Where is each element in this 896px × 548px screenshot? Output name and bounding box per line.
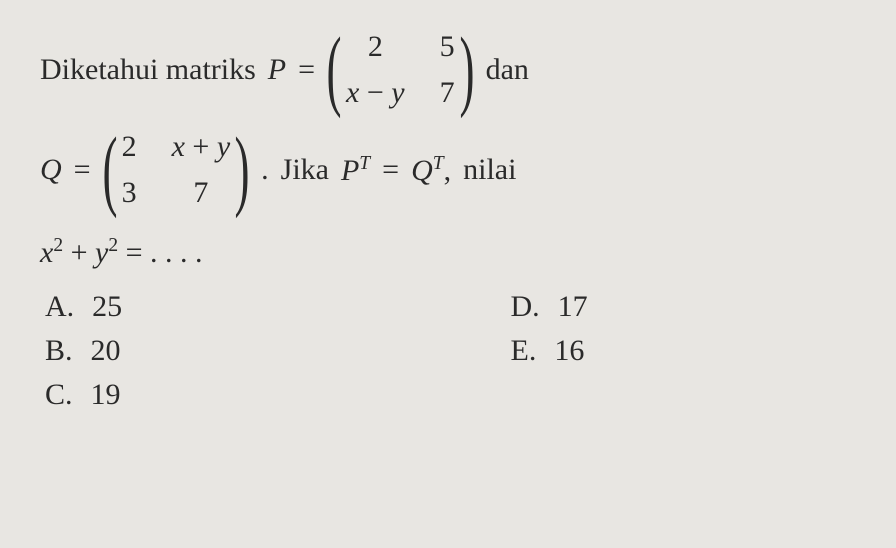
option-a-letter: A. bbox=[45, 290, 74, 324]
matrix-q-content: 2 x + y 3 7 bbox=[117, 130, 236, 210]
option-e-letter: E. bbox=[511, 334, 537, 368]
equals-2: = bbox=[74, 153, 91, 187]
p-r1c1: 2 bbox=[346, 30, 405, 64]
question-line-1: Diketahui matriks P = ( 2 5 x − y 7 ) da… bbox=[40, 30, 856, 110]
left-paren-icon: ( bbox=[327, 43, 342, 97]
answer-options: A. 25 D. 17 B. 20 E. 16 C. 19 bbox=[45, 290, 856, 412]
right-paren-icon: ) bbox=[235, 143, 250, 197]
text-jika: Jika bbox=[281, 153, 329, 187]
option-d: D. 17 bbox=[511, 290, 857, 324]
p-r1c2: 5 bbox=[440, 30, 455, 64]
option-b-value: 20 bbox=[91, 334, 121, 368]
option-c: C. 19 bbox=[45, 378, 391, 412]
option-d-value: 17 bbox=[558, 290, 588, 324]
option-a-value: 25 bbox=[92, 290, 122, 324]
matrix-p-content: 2 5 x − y 7 bbox=[341, 30, 460, 110]
exp-1: 2 bbox=[53, 235, 63, 256]
period: . bbox=[261, 153, 269, 187]
var-q: Q bbox=[40, 153, 62, 187]
p-r2c1: x − y bbox=[346, 76, 405, 110]
option-a: A. 25 bbox=[45, 290, 391, 324]
right-paren-icon: ) bbox=[459, 43, 474, 97]
var-y: y bbox=[95, 236, 108, 269]
option-d-letter: D. bbox=[511, 290, 540, 324]
q-transpose: QT, bbox=[411, 153, 451, 188]
q-r1c1: 2 bbox=[122, 130, 137, 164]
var-x: x bbox=[40, 236, 53, 269]
left-paren-icon: ( bbox=[102, 143, 117, 197]
equals-3: = bbox=[382, 153, 399, 187]
equals-1: = bbox=[298, 53, 315, 87]
p-transpose: PT bbox=[341, 153, 370, 188]
text-nilai: nilai bbox=[463, 153, 516, 187]
var-p: P bbox=[268, 53, 286, 87]
option-c-value: 19 bbox=[91, 378, 121, 412]
matrix-p: ( 2 5 x − y 7 ) bbox=[327, 30, 474, 110]
option-b-letter: B. bbox=[45, 334, 73, 368]
option-b: B. 20 bbox=[45, 334, 391, 368]
exp-2: 2 bbox=[108, 235, 118, 256]
question-line-2: Q = ( 2 x + y 3 7 ) . Jika PT = QT, nila… bbox=[40, 130, 856, 210]
q-r2c1: 3 bbox=[122, 176, 137, 210]
equals-4: = bbox=[126, 236, 143, 269]
option-e: E. 16 bbox=[511, 334, 857, 368]
option-e-value: 16 bbox=[554, 334, 584, 368]
plus: + bbox=[71, 236, 88, 269]
q-r1c2: x + y bbox=[172, 130, 231, 164]
dots: . . . . bbox=[150, 236, 203, 269]
question-line-3: x2 + y2 = . . . . bbox=[40, 235, 856, 270]
option-c-letter: C. bbox=[45, 378, 73, 412]
q-r2c2: 7 bbox=[172, 176, 231, 210]
p-r2c2: 7 bbox=[440, 76, 455, 110]
matrix-q: ( 2 x + y 3 7 ) bbox=[103, 130, 250, 210]
text-diketahui: Diketahui matriks bbox=[40, 53, 256, 87]
text-dan: dan bbox=[486, 53, 529, 87]
